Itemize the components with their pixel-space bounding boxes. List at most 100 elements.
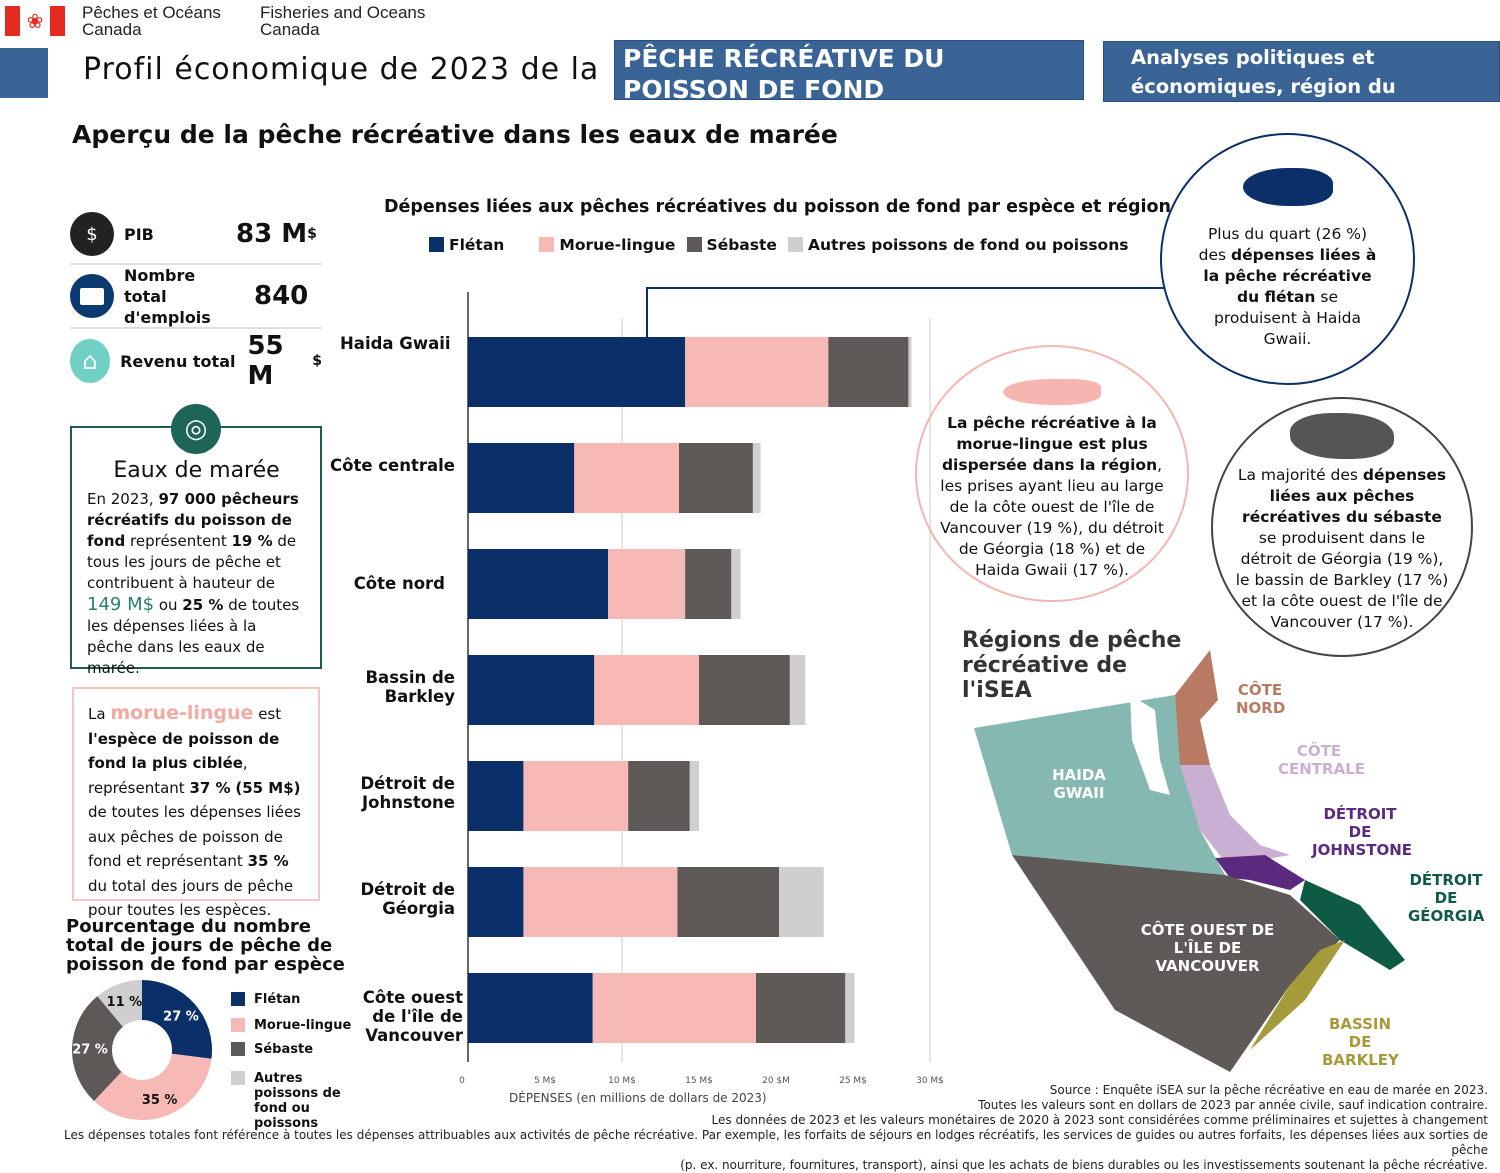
bar-segment	[594, 655, 699, 725]
bar-segment	[755, 973, 846, 1043]
x-tick-label: 5 M$	[534, 1076, 556, 1086]
y-category-label: Détroit de Géorgia	[360, 880, 455, 918]
dept-name-fr: Pêches et Océans Canada	[82, 3, 221, 39]
tidal-waters-box: Eaux de marée En 2023, 97 000 pêcheurs r…	[70, 426, 322, 677]
rockfish-icon	[1290, 413, 1394, 459]
canada-flag-logo: ❀	[5, 6, 65, 36]
pie-slice-label: 27 %	[163, 1010, 199, 1025]
page-title: Profil économique de 2023 de la	[83, 52, 600, 87]
pie-slice-label: 35 %	[142, 1093, 178, 1108]
bar-segment	[731, 549, 741, 619]
map-haida-island	[1130, 695, 1170, 795]
map-barkley	[1250, 940, 1345, 1050]
rockfish-callout: La majorité des dépenses liées aux pêche…	[1211, 397, 1473, 657]
map-label-haida-gwaii: HAIDA GWAII	[1052, 766, 1106, 802]
pie-chart: 27 % 35 % 27 % 11 %	[72, 980, 212, 1120]
target-icon: ◎	[171, 404, 221, 454]
x-tick-label: 30 M$	[916, 1076, 944, 1086]
bar-segment	[845, 973, 855, 1043]
bar-segment	[468, 655, 595, 725]
pie-legend-morue: Morue-lingue	[231, 1018, 364, 1033]
map-label-barkley: BASSIN DE BARKLEY	[1322, 1015, 1399, 1069]
bar-segment	[779, 867, 824, 937]
map-label-cote-centrale: CÔTE CENTRALE	[1278, 742, 1366, 778]
bar-segment	[677, 867, 780, 937]
y-category-label: Côte nord	[353, 574, 445, 593]
pie-legend-fletan: Flétan	[231, 992, 364, 1007]
map-title: Régions de pêche récréative de l'iSEA	[962, 628, 1182, 703]
bar-segment	[592, 973, 756, 1043]
pie-legend-sebaste: Sébaste	[231, 1042, 364, 1057]
bar-segment	[678, 443, 753, 513]
pie-slice-label: 27 %	[72, 1042, 108, 1057]
header-accent-square	[0, 48, 48, 98]
bar-segment	[574, 443, 679, 513]
section-subtitle: Aperçu de la pêche récréative dans les e…	[72, 120, 838, 149]
bar-segment	[468, 761, 524, 831]
bar-segment	[908, 337, 912, 407]
pie-slice	[72, 996, 123, 1102]
kpi-panel: $ PIB 83 M $ Nombre total d'emplois 840 ⌂…	[70, 205, 322, 393]
x-tick-label: 0	[459, 1076, 465, 1086]
bar-segment	[468, 973, 593, 1043]
halibut-connector	[646, 287, 1165, 337]
bar-legend: Flétan Morue-lingue Sébaste Autres poiss…	[429, 235, 1128, 254]
legend-sebaste: Sébaste	[686, 236, 777, 254]
bar-segment	[828, 337, 909, 407]
map-georgia	[1300, 880, 1405, 970]
bar-segment	[685, 337, 829, 407]
pie-slice	[94, 1053, 212, 1120]
footer-notes: Source : Enquête iSEA sur la pêche récré…	[64, 1083, 1488, 1172]
x-tick-label: 25 M$	[839, 1076, 867, 1086]
y-category-label: Bassin de Barkley	[365, 668, 455, 706]
region-box: Analyses politiques et économiques, régi…	[1103, 41, 1500, 127]
map-label-georgia: DÉTROIT DE GÉORGIA	[1408, 871, 1485, 925]
tidal-text: En 2023, 97 000 pêcheurs récréatifs du p…	[87, 490, 300, 677]
pie-slice	[97, 980, 142, 1027]
map-cote-centrale	[1180, 765, 1290, 862]
bar-segment	[752, 443, 761, 513]
map-johnstone	[1215, 855, 1305, 890]
lingcod-callout: La pêche récréative à la morue-lingue es…	[915, 345, 1189, 602]
region-map	[974, 650, 1405, 1072]
halibut-callout: Plus du quart (26 %) des dépenses liées …	[1160, 133, 1415, 385]
y-category-label: Côte ouest de l'île de Vancouver	[362, 988, 463, 1045]
tidal-title: Eaux de marée	[113, 458, 280, 483]
bar-segment	[608, 549, 686, 619]
bar-segment	[689, 761, 699, 831]
bar-segment	[468, 867, 524, 937]
bar-segment	[468, 549, 609, 619]
map-label-wcvi: CÔTE OUEST DE L'ÎLE DE VANCOUVER	[1140, 921, 1275, 975]
legend-fletan: Flétan	[429, 236, 504, 254]
lingcod-icon	[1003, 379, 1101, 405]
x-tick-label: 20 $M	[762, 1076, 790, 1086]
hands-dollar-icon: $	[70, 212, 114, 256]
legend-morue: Morue-lingue	[539, 236, 675, 254]
pie-legend: Flétan Morue-lingue Sébaste Autres poiss…	[231, 992, 364, 1131]
x-tick-label: 10 M$	[608, 1076, 636, 1086]
map-cote-nord	[1175, 650, 1218, 765]
pie-legend-autres: Autres poissons de fond ou poissons	[231, 1071, 364, 1131]
map-label-johnstone: DÉTROIT DE JOHNSTONE	[1312, 805, 1413, 859]
kpi-income: ⌂ Revenu total 55 M $	[70, 329, 322, 393]
legend-autres: Autres poissons de fond ou poissons	[788, 236, 1128, 254]
bar-chart-title: Dépenses liées aux pêches récréatives du…	[383, 197, 1171, 217]
map-label-cote-nord: CÔTE NORD	[1236, 681, 1286, 717]
map-haida-gwaii	[974, 695, 1225, 875]
bar-chart: 0 5 M$ 10 M$ 15 M$ 20 $M 25 M$ 30 M$	[459, 292, 944, 1086]
x-tick-label: 15 M$	[685, 1076, 713, 1086]
dept-name-en: Fisheries and Oceans Canada	[260, 3, 426, 39]
briefcase-icon	[70, 274, 114, 318]
y-category-label: Détroit de Johnstone	[360, 774, 455, 812]
pie-title: Pourcentage du nombre total de jours de …	[66, 916, 345, 975]
house-icon: ⌂	[70, 339, 111, 383]
x-axis-label: DÉPENSES (en millions de dollars de 2023…	[509, 1091, 767, 1105]
bar-segment	[468, 443, 575, 513]
bar-segment	[685, 549, 732, 619]
kpi-gdp: $ PIB 83 M $	[70, 205, 322, 265]
bar-segment	[468, 337, 686, 407]
lingcod-box: La morue-lingue est l'espèce de poisson …	[72, 687, 320, 919]
title-box: PÊCHE RÉCRÉATIVE DU POISSON DE FOND	[614, 40, 1084, 104]
map-wcvi	[1012, 855, 1340, 1072]
bar-segment	[523, 761, 629, 831]
